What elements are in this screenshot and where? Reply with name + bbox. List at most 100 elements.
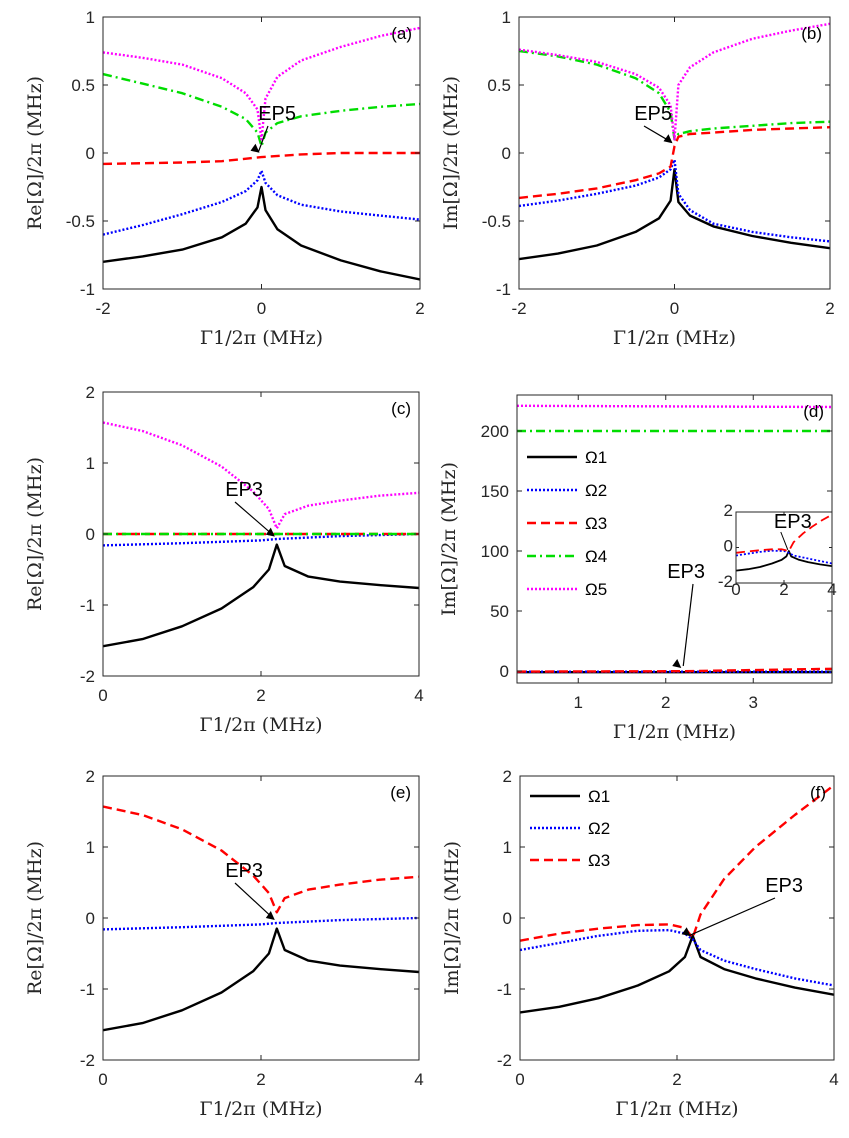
plot-area (103, 26, 420, 281)
series-omega5-line (103, 421, 419, 530)
series-omega5-line (517, 404, 832, 409)
x-axis-label: Γ1/2π (MHz) (613, 721, 736, 743)
annotation-arrow-line (234, 882, 275, 920)
x-tick-label: 2 (256, 1070, 265, 1089)
x-tick-label: 0 (515, 1070, 524, 1089)
x-tick-label: -2 (511, 299, 526, 318)
y-tick-label: 50 (490, 602, 509, 621)
legend-label: Ω1 (588, 787, 610, 806)
panel-c: 0 2 4 -2 -1 0 1 2 Γ1/2π (MHz) Re[Ω]/2π (MHz) (c) EP… (24, 383, 424, 736)
x-tick-label: 0 (98, 686, 107, 705)
series-omega3-line (736, 513, 832, 554)
plot-area (103, 805, 419, 1032)
annotation-arrowhead (250, 143, 260, 153)
y-tick-label: -1 (80, 280, 95, 299)
y-tick-label: 0.5 (487, 76, 511, 95)
annotation-label: EP5 (634, 103, 672, 125)
series-omega5-line (103, 26, 420, 141)
x-tick-label: 2 (672, 1070, 681, 1089)
legend-label: Ω4 (585, 547, 607, 566)
plot-area (519, 22, 830, 261)
x-tick-label: 2 (256, 686, 265, 705)
y-tick-label: -2 (718, 572, 733, 591)
x-axis-label: Γ1/2π (MHz) (613, 327, 736, 349)
y-tick-label: 0 (500, 662, 509, 681)
series-omega3-line (103, 805, 419, 914)
annotation-arrowhead (681, 927, 691, 937)
panel-a: -2 0 2 -1 -0.5 0 0.5 1 Γ1/2π (MHz) Re[Ω]/2π (MHz)… (24, 8, 425, 349)
x-axis-label: Γ1/2π (MHz) (199, 1098, 322, 1120)
legend-label: Ω3 (585, 514, 607, 533)
annotation-label: EP3 (765, 875, 803, 897)
series-omega1-line (103, 185, 420, 281)
series-omega4-line (103, 72, 420, 148)
series-omega2-line (103, 916, 419, 931)
x-axis-label: Γ1/2π (MHz) (615, 1098, 738, 1120)
series-omega1-line (103, 543, 419, 648)
annotation-arrowhead (663, 134, 673, 144)
x-tick-label: 4 (827, 580, 836, 599)
panel-label: (b) (801, 24, 822, 43)
y-tick-label: 0 (503, 909, 512, 928)
panel-e: 0 2 4 -2 -1 0 1 2 Γ1/2π (MHz) Re[Ω]/2π (MHz) (e) EP… (24, 767, 424, 1120)
panel-b: -2 0 2 -1 -0.5 0 0.5 1 Γ1/2π (MHz) Im[Ω]/2π (MHz)… (440, 8, 835, 349)
plot-area (517, 404, 832, 674)
y-tick-label: 1 (503, 838, 512, 857)
legend-label: Ω2 (585, 481, 607, 500)
y-tick-label: -0.5 (66, 212, 95, 231)
series-omega1-line (736, 550, 832, 572)
y-tick-label: 0 (724, 537, 733, 556)
y-tick-label: 1 (86, 8, 95, 27)
x-tick-label: 2 (661, 693, 670, 712)
x-tick-label: 3 (749, 693, 758, 712)
y-tick-label: 0 (86, 909, 95, 928)
inset-annotation-label: EP3 (774, 511, 812, 533)
y-tick-label: 200 (481, 422, 509, 441)
y-tick-label: 0 (86, 144, 95, 163)
y-axis-label: Re[Ω]/2π (MHz) (24, 76, 46, 230)
y-tick-label: -0.5 (482, 212, 511, 231)
x-axis-label: Γ1/2π (MHz) (200, 327, 323, 349)
y-tick-label: 0 (502, 144, 511, 163)
panel-label: (c) (391, 399, 411, 418)
x-tick-label: 2 (779, 580, 788, 599)
series-omega1-line (103, 927, 419, 1032)
inset-annotation-arrow (780, 531, 789, 551)
x-tick-label: -2 (95, 299, 110, 318)
annotation-label: EP3 (225, 479, 263, 501)
series-omega2-line (520, 928, 834, 987)
annotation-label: EP5 (258, 103, 296, 125)
annotation-label: EP3 (225, 860, 263, 882)
series-omega2-line (103, 169, 420, 236)
y-axis-label: Im[Ω]/2π (MHz) (441, 841, 463, 995)
panel-label: (a) (391, 24, 412, 43)
annotation-arrow-line (234, 501, 275, 537)
y-axis-label: Re[Ω]/2π (MHz) (24, 457, 46, 611)
annotation-arrowhead (672, 659, 682, 668)
annotation-arrowhead (265, 527, 275, 537)
series-omega3-line (519, 126, 830, 200)
y-tick-label: -2 (497, 1051, 512, 1070)
x-tick-label: 4 (829, 1070, 838, 1089)
y-tick-label: -1 (497, 980, 512, 999)
x-tick-label: 0 (731, 580, 740, 599)
y-tick-label: 1 (502, 8, 511, 27)
y-axis-label: Re[Ω]/2π (MHz) (24, 841, 46, 995)
annotation-arrow-line (257, 125, 269, 152)
x-tick-label: 2 (415, 299, 424, 318)
y-tick-label: 1 (86, 838, 95, 857)
x-tick-label: 0 (98, 1070, 107, 1089)
panel-label: (e) (390, 783, 411, 802)
series-omega3-line (103, 151, 420, 166)
y-tick-label: -1 (496, 280, 511, 299)
x-axis-label: Γ1/2π (MHz) (199, 714, 322, 736)
annotation-arrowhead (265, 910, 275, 920)
panel-label: (f) (810, 783, 826, 802)
legend-label: Ω3 (588, 851, 610, 870)
annotation-label: EP3 (667, 561, 705, 583)
annotation-arrow-line (682, 583, 694, 667)
y-axis-label: Im[Ω]/2π (MHz) (438, 462, 460, 616)
y-tick-label: -1 (80, 980, 95, 999)
